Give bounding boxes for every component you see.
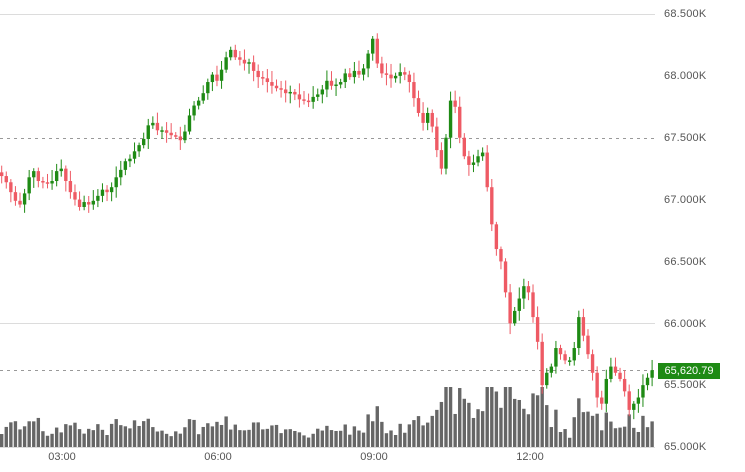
x-tick-1200: 12:00: [516, 451, 544, 463]
x-tick-0600: 06:00: [204, 451, 232, 463]
current-price-tag: 65,620.79: [658, 363, 720, 379]
y-tick-66000: 66.000K: [664, 318, 707, 330]
x-tick-0300: 03:00: [48, 451, 76, 463]
y-tick-68500: 68.500K: [664, 8, 707, 20]
gridlines: [0, 14, 655, 448]
y-tick-67000: 67.000K: [664, 194, 707, 206]
y-tick-66500: 66.500K: [664, 256, 707, 268]
y-tick-68000: 68.000K: [664, 70, 707, 82]
price-candles: [0, 33, 654, 420]
y-tick-65500: 65.500K: [664, 379, 707, 391]
x-tick-0900: 09:00: [360, 451, 388, 463]
y-tick-67500: 67.500K: [664, 132, 707, 144]
volume-bars: [0, 387, 654, 447]
y-tick-65000: 65.000K: [664, 441, 707, 453]
